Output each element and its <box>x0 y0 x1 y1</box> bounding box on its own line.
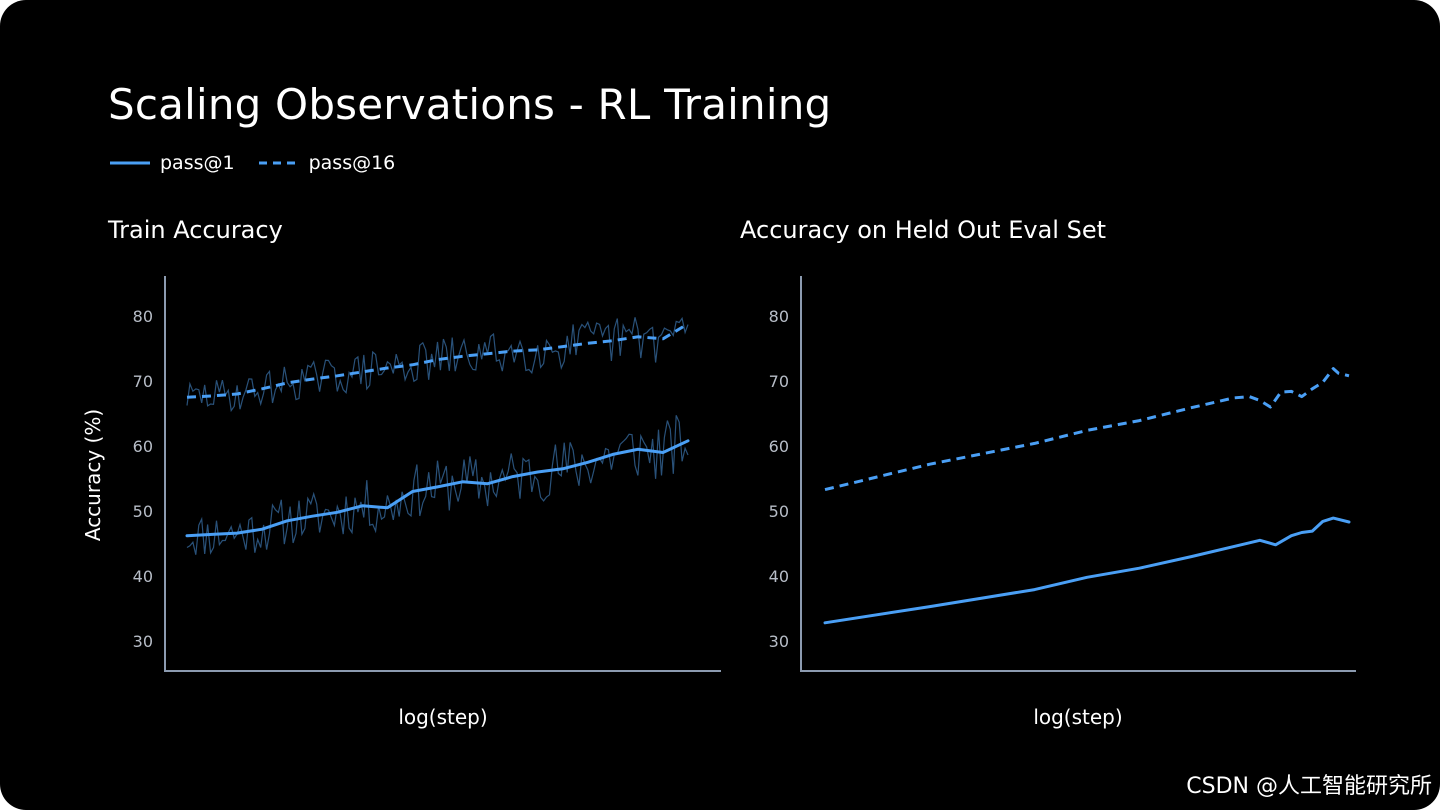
train-accuracy-chart: 30 40 50 60 70 80 log(step) Accuracy (%) <box>81 276 721 729</box>
series-raw-pass16 <box>186 316 689 413</box>
y-tick-label: 50 <box>769 502 789 521</box>
y-tick-label: 80 <box>133 307 153 326</box>
eval-accuracy-chart: 30 40 50 60 70 80 log(step) <box>769 276 1356 729</box>
watermark: CSDN @人工智能研究所 <box>1186 774 1432 799</box>
y-tick-label: 40 <box>769 567 789 586</box>
legend-solid-line-icon <box>110 161 150 165</box>
series-line-pass1 <box>823 516 1351 625</box>
legend-item-pass1: pass@1 <box>110 152 235 174</box>
legend-item-pass16: pass@16 <box>258 152 396 174</box>
y-tick-label: 60 <box>769 437 789 456</box>
series-line-pass16 <box>824 367 1350 492</box>
y-tick-label: 40 <box>133 567 153 586</box>
legend: pass@1 pass@16 <box>110 150 419 176</box>
legend-label-pass16: pass@16 <box>308 152 396 174</box>
y-axis-label: Accuracy (%) <box>81 409 105 541</box>
series-raw-pass1 <box>186 415 689 555</box>
y-tick-label: 60 <box>133 437 153 456</box>
series-line-pass1 <box>185 439 690 538</box>
legend-dashed-line-icon <box>258 161 299 165</box>
slide-title: Scaling Observations - RL Training <box>108 80 832 129</box>
x-axis-label: log(step) <box>398 705 487 729</box>
y-tick-label: 30 <box>133 632 153 651</box>
legend-label-pass1: pass@1 <box>160 152 235 174</box>
y-tick-label: 80 <box>769 307 789 326</box>
y-tick-label: 70 <box>769 372 789 391</box>
eval-chart-title: Accuracy on Held Out Eval Set <box>740 216 1106 244</box>
y-tick-label: 70 <box>133 372 153 391</box>
train-chart-title: Train Accuracy <box>108 216 283 244</box>
y-tick-label: 30 <box>769 632 789 651</box>
series-line-pass16 <box>186 322 689 399</box>
y-tick-label: 50 <box>133 502 153 521</box>
x-axis-label: log(step) <box>1033 705 1122 729</box>
